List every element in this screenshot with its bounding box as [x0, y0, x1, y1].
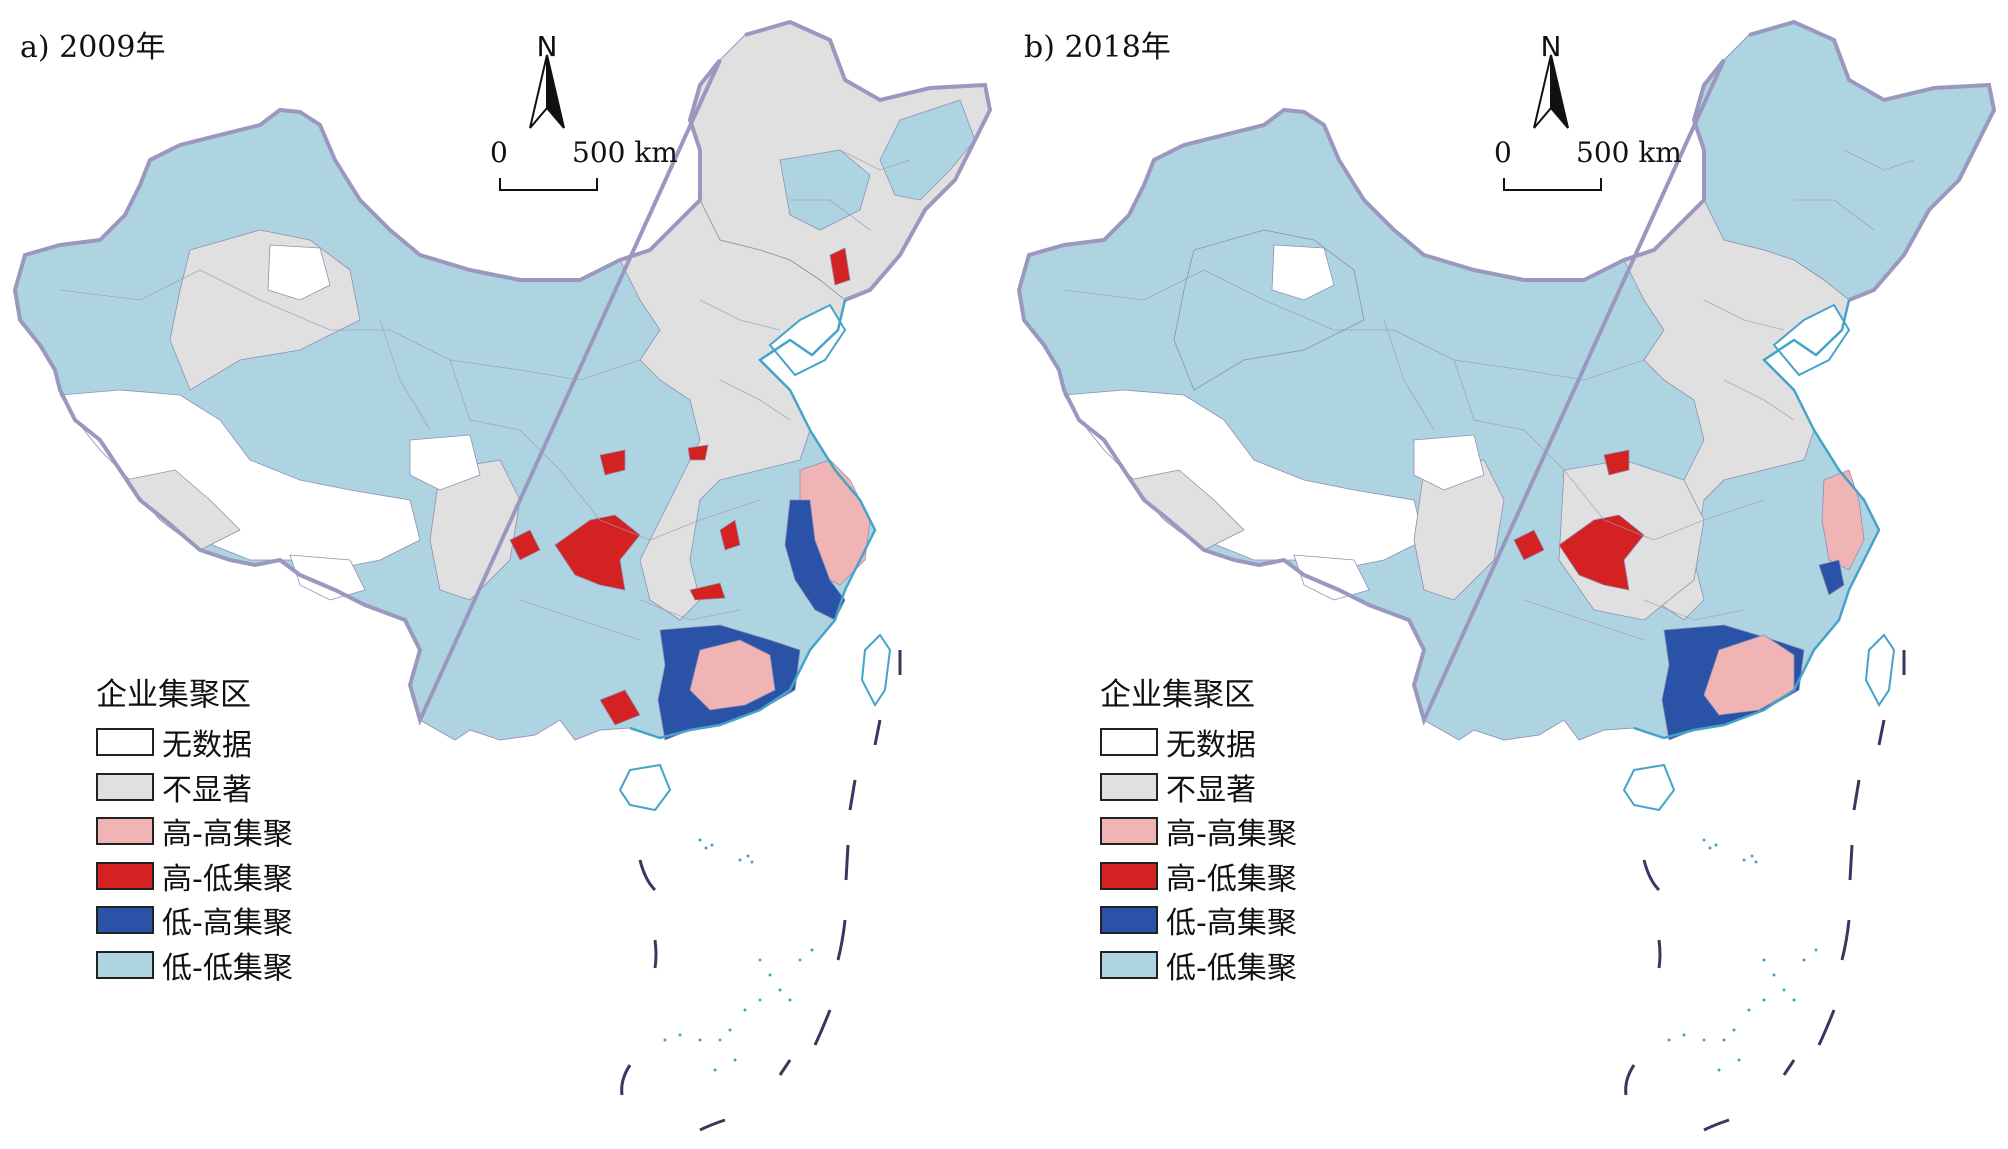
legend-item-high-low: 高-低集聚 — [96, 854, 356, 898]
legend-item-no-data: 无数据 — [96, 720, 356, 764]
map-svg — [12, 19, 993, 1132]
region-yangtze-delta — [1821, 469, 1865, 571]
high-low-cluster — [829, 247, 851, 286]
bohai-sea — [1772, 303, 1851, 377]
map-panel-2018: b) 2018年 N 0 500 km 企业集聚区 无数据 不显著 高-高集聚 … — [1004, 0, 2008, 1149]
no-data-area-qinghai — [409, 434, 481, 491]
admin-boundaries — [1063, 149, 1915, 641]
legend-title: 企业集聚区 — [96, 677, 251, 713]
legend-label: 无数据 — [162, 728, 252, 763]
no-data-area-qinghai — [1413, 434, 1485, 491]
taiwan-island — [860, 633, 892, 707]
legend-label: 高-高集聚 — [1166, 817, 1297, 852]
island-dots — [1667, 838, 1818, 1072]
high-low-cluster — [509, 529, 541, 561]
high-low-cluster — [687, 444, 709, 461]
legend-label: 高-低集聚 — [162, 861, 293, 897]
legend-item-not-significant: 不显著 — [1100, 765, 1360, 809]
legend-item-low-high: 低-高集聚 — [1100, 898, 1360, 942]
sichuan-not-significant — [429, 459, 521, 601]
legend-label: 低-高集聚 — [162, 906, 293, 941]
legend-item-high-low: 高-低集聚 — [1100, 854, 1360, 898]
north-label: N — [1540, 30, 1562, 63]
high-low-cluster — [1603, 449, 1630, 476]
panel-title: b) 2018年 — [1024, 30, 1171, 65]
scale-zero-label: 0 — [1494, 136, 1512, 169]
legend-title: 企业集聚区 — [1100, 677, 1255, 713]
scale-max-label: 500 km — [572, 136, 678, 169]
north-label: N — [536, 30, 558, 63]
legend-swatch — [1100, 772, 1158, 801]
legend-label: 不显著 — [1166, 772, 1256, 808]
taiwan-island — [1864, 633, 1896, 707]
south-china-sea-dashes — [620, 650, 902, 1132]
no-data-area-xinjiang — [267, 244, 331, 301]
coastline — [629, 299, 877, 740]
legend-label: 低-低集聚 — [1166, 950, 1297, 986]
legend-label: 低-低集聚 — [162, 950, 293, 986]
admin-boundaries — [59, 149, 911, 641]
northeast-lowlow-patch — [879, 99, 976, 201]
scale-zero-label: 0 — [490, 136, 508, 169]
bohai-sea — [768, 303, 847, 377]
legend-swatch — [1100, 861, 1158, 890]
legend-swatch — [1100, 728, 1158, 756]
legend: 企业集聚区 无数据 不显著 高-高集聚 高-低集聚 低-高集聚 — [96, 672, 356, 987]
high-low-cluster — [689, 582, 726, 601]
region-guangdong — [689, 639, 776, 711]
north-arrow-icon — [529, 54, 565, 129]
legend-label: 高-高集聚 — [162, 817, 293, 852]
legend-swatch — [96, 950, 154, 979]
legend-swatch — [96, 861, 154, 890]
legend-label: 低-高集聚 — [1166, 906, 1297, 941]
legend-item-low-low: 低-低集聚 — [1100, 943, 1360, 987]
legend-swatch — [1100, 906, 1158, 934]
legend-swatch — [96, 728, 154, 756]
legend-item-no-data: 无数据 — [1100, 720, 1360, 764]
high-low-cluster — [599, 449, 626, 476]
legend: 企业集聚区 无数据 不显著 高-高集聚 高-低集聚 低-高集聚 — [1100, 672, 1360, 987]
legend-item-not-significant: 不显著 — [96, 765, 356, 809]
legend-item-high-high: 高-高集聚 — [1100, 809, 1360, 853]
scale-max-label: 500 km — [1576, 136, 1682, 169]
region-zhejiang-fujian-coast — [1818, 559, 1845, 596]
map-svg — [1016, 19, 1997, 1132]
legend-item-high-high: 高-高集聚 — [96, 809, 356, 853]
region-zhejiang-fujian-coast — [784, 499, 846, 621]
border — [1016, 19, 1997, 726]
north-arrow-icon — [1533, 54, 1569, 129]
hainan-island — [618, 763, 672, 812]
scale-bar — [1503, 178, 1602, 191]
region-guangdong — [1703, 634, 1795, 716]
panel-title: a) 2009年 — [20, 30, 166, 65]
coastline — [1633, 299, 1881, 740]
region-north-china-plain — [619, 199, 846, 621]
south-china-sea-dashes — [1624, 650, 1906, 1132]
sichuan-not-significant — [1413, 459, 1505, 601]
high-low-cluster — [719, 519, 741, 551]
legend-swatch — [96, 772, 154, 801]
legend-label: 无数据 — [1166, 728, 1256, 763]
map-panel-2009: a) 2009年 N 0 500 km 企业集聚区 无数据 不显著 高-高集聚 … — [12, 19, 993, 1132]
high-low-cluster — [599, 689, 641, 726]
border — [12, 19, 993, 726]
legend-item-low-high: 低-高集聚 — [96, 898, 356, 942]
tibet-not-significant — [1128, 469, 1245, 551]
legend-swatch — [1100, 950, 1158, 979]
legend-label: 高-低集聚 — [1166, 861, 1297, 897]
high-low-cluster — [1513, 529, 1545, 561]
island-dots — [663, 838, 814, 1072]
legend-swatch — [1100, 817, 1158, 845]
hainan-island — [1622, 763, 1676, 812]
legend-swatch — [96, 817, 154, 845]
no-data-area-xinjiang — [1271, 244, 1335, 301]
legend-label: 不显著 — [162, 772, 252, 808]
legend-swatch — [96, 906, 154, 934]
legend-item-low-low: 低-低集聚 — [96, 943, 356, 987]
tibet-not-significant — [124, 469, 241, 551]
scale-bar — [499, 178, 598, 191]
